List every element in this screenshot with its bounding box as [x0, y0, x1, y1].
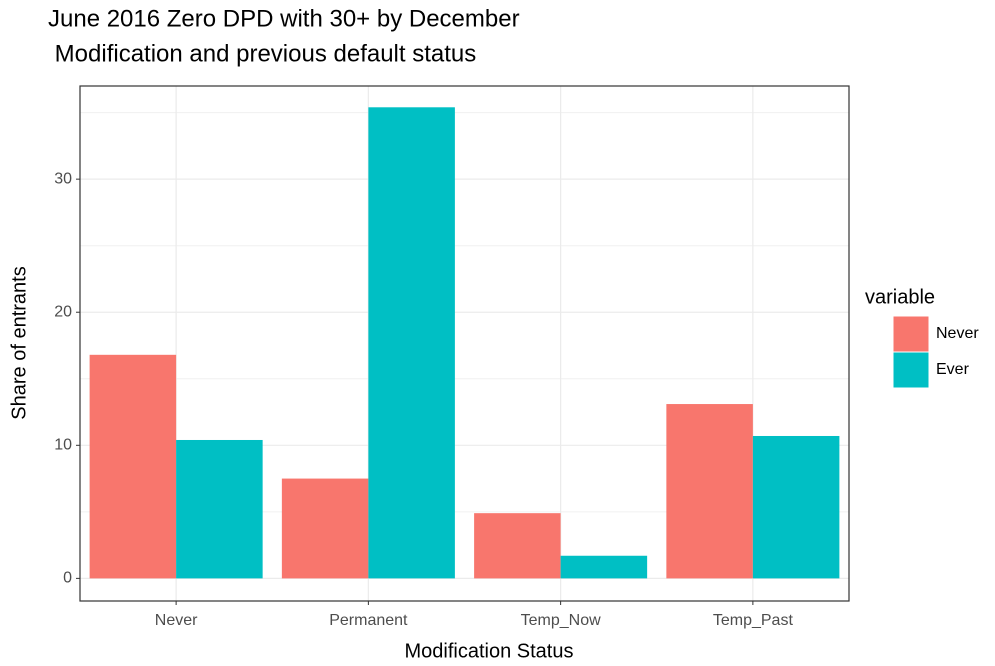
- y-tick-label: 30: [54, 170, 72, 187]
- bar: [281, 478, 369, 579]
- x-tick-label: Permanent: [329, 612, 408, 629]
- legend-label: Ever: [936, 361, 970, 378]
- x-tick-label: Temp_Now: [521, 612, 601, 629]
- legend-key: [892, 351, 930, 389]
- x-axis-title: Modification Status: [405, 640, 574, 662]
- legend-title: variable: [865, 286, 935, 308]
- y-tick-label: 0: [63, 570, 72, 587]
- bar: [176, 439, 263, 579]
- y-tick-label: 10: [54, 437, 72, 454]
- bar: [368, 107, 455, 579]
- bar: [560, 555, 648, 579]
- bar: [89, 354, 177, 579]
- bar: [666, 404, 753, 579]
- chart-subtitle: Modification and previous default status: [48, 40, 476, 67]
- panel-border: [79, 85, 850, 602]
- bar: [752, 435, 840, 579]
- legend-label: Never: [936, 325, 979, 342]
- y-tick-label: 20: [54, 303, 72, 320]
- x-tick-label: Temp_Past: [713, 612, 794, 629]
- chart-title: June 2016 Zero DPD with 30+ by December: [48, 5, 520, 32]
- legend-key: [892, 315, 930, 353]
- y-axis-title: Share of entrants: [8, 266, 30, 419]
- bar: [474, 513, 561, 579]
- x-tick-label: Never: [155, 612, 198, 629]
